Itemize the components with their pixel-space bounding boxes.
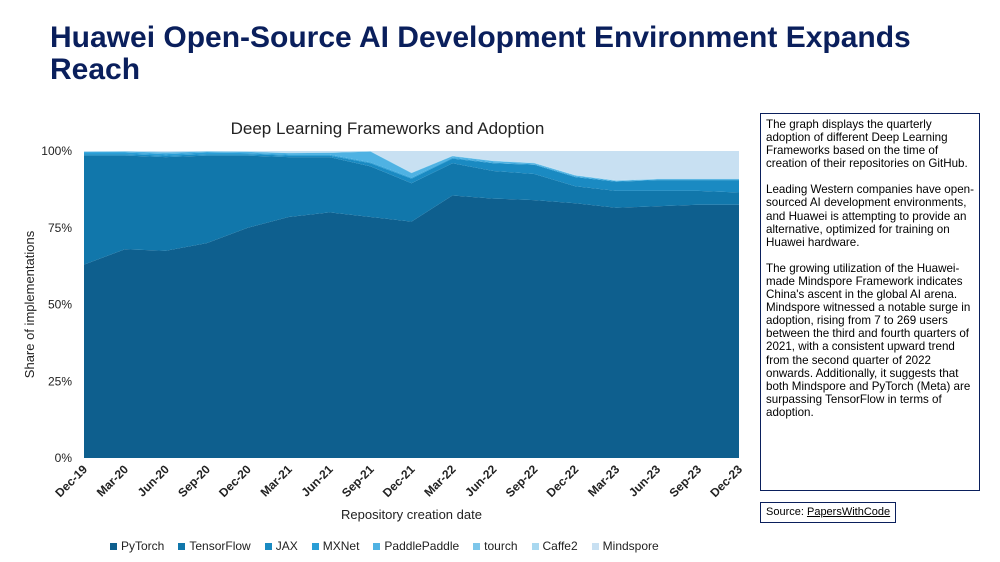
x-tick-label: Jun-20 <box>135 462 172 499</box>
x-tick-label: Sep-20 <box>175 462 213 500</box>
legend-item-tourch: tourch <box>473 538 518 554</box>
legend-label: PyTorch <box>121 539 165 553</box>
x-tick-label: Mar-23 <box>585 462 622 499</box>
y-tick-label: 50% <box>48 298 72 312</box>
legend-item-jax: JAX <box>264 538 298 554</box>
y-tick-label: 25% <box>48 374 72 388</box>
legend-label: tourch <box>484 539 518 553</box>
x-tick-label: Dec-20 <box>216 462 254 500</box>
legend-item-caffe2: Caffe2 <box>531 538 578 554</box>
legend-swatch <box>110 542 117 550</box>
description-box: The graph displays the quarterly adoptio… <box>760 113 980 491</box>
area-series-mindspore <box>84 151 739 181</box>
area-series-pytorch <box>84 195 739 458</box>
y-tick-label: 0% <box>55 451 73 465</box>
legend-swatch <box>264 542 272 550</box>
description-paragraph-3: The growing utilization of the Huawei-ma… <box>766 261 971 419</box>
chart-legend: PyTorch TensorFlow JAX MXNet PaddlePaddle tou… <box>110 538 659 554</box>
x-axis-label: Repository creation date <box>341 507 482 522</box>
source-box: Source: PapersWithCode <box>760 502 897 523</box>
legend-item-mxnet: MXNet <box>311 538 360 554</box>
area-series-paddlepaddle <box>84 151 739 182</box>
legend-label: Caffe2 <box>542 539 578 553</box>
description-paragraph-2: Leading Western companies have open-sour… <box>766 183 974 249</box>
legend-label: Mindspore <box>602 539 659 553</box>
chart-container: Deep Learning Frameworks and Adoption 0% 2… <box>0 110 760 562</box>
slide-title: Huawei Open-Source AI Development Enviro… <box>50 21 911 86</box>
legend-label: PaddlePaddle <box>384 539 460 553</box>
x-tick-label: Mar-21 <box>258 462 295 499</box>
chart-title: Deep Learning Frameworks and Adoption <box>231 119 545 138</box>
legend-swatch <box>178 542 186 550</box>
legend-label: TensorFlow <box>189 539 251 553</box>
source-link[interactable]: PapersWithCode <box>806 506 891 518</box>
legend-swatch <box>311 542 319 550</box>
x-tick-label: Sep-23 <box>666 462 704 500</box>
x-tick-label: Jun-23 <box>626 462 663 499</box>
legend-item-tensorflow: TensorFlow <box>178 538 251 554</box>
area-series-tensorflow <box>84 155 739 265</box>
x-tick-label: Mar-22 <box>421 462 458 499</box>
legend-item-mindspore: Mindspore <box>591 538 659 554</box>
x-tick-label: Mar-20 <box>94 462 131 499</box>
legend-swatch <box>473 542 481 550</box>
description-paragraph-1: The graph displays the quarterly adoptio… <box>766 118 968 171</box>
legend-item-pytorch: PyTorch <box>110 538 164 554</box>
legend-swatch <box>373 542 381 550</box>
area-series-jax <box>84 154 739 193</box>
x-tick-label: Dec-23 <box>707 462 745 500</box>
x-tick-label: Sep-21 <box>339 462 377 500</box>
x-tick-label: Jun-22 <box>462 462 499 499</box>
legend-label: JAX <box>275 539 298 553</box>
y-tick-label: 75% <box>48 221 72 235</box>
y-axis-label: Share of implementations <box>22 230 37 378</box>
legend-label: MXNet <box>322 539 360 553</box>
source-label: Source: <box>766 506 804 518</box>
legend-swatch <box>591 542 599 550</box>
x-tick-label: Sep-22 <box>503 462 541 500</box>
legend-swatch <box>531 542 539 550</box>
legend-item-paddlepaddle: PaddlePaddle <box>373 538 459 554</box>
y-tick-label: 100% <box>41 144 72 158</box>
x-tick-label: Jun-21 <box>298 462 335 499</box>
area-chart: Deep Learning Frameworks and Adoption 0% 2… <box>22 119 745 522</box>
x-tick-label: Dec-19 <box>52 462 90 500</box>
x-tick-label: Dec-21 <box>380 462 418 500</box>
x-tick-label: Dec-22 <box>544 462 582 500</box>
